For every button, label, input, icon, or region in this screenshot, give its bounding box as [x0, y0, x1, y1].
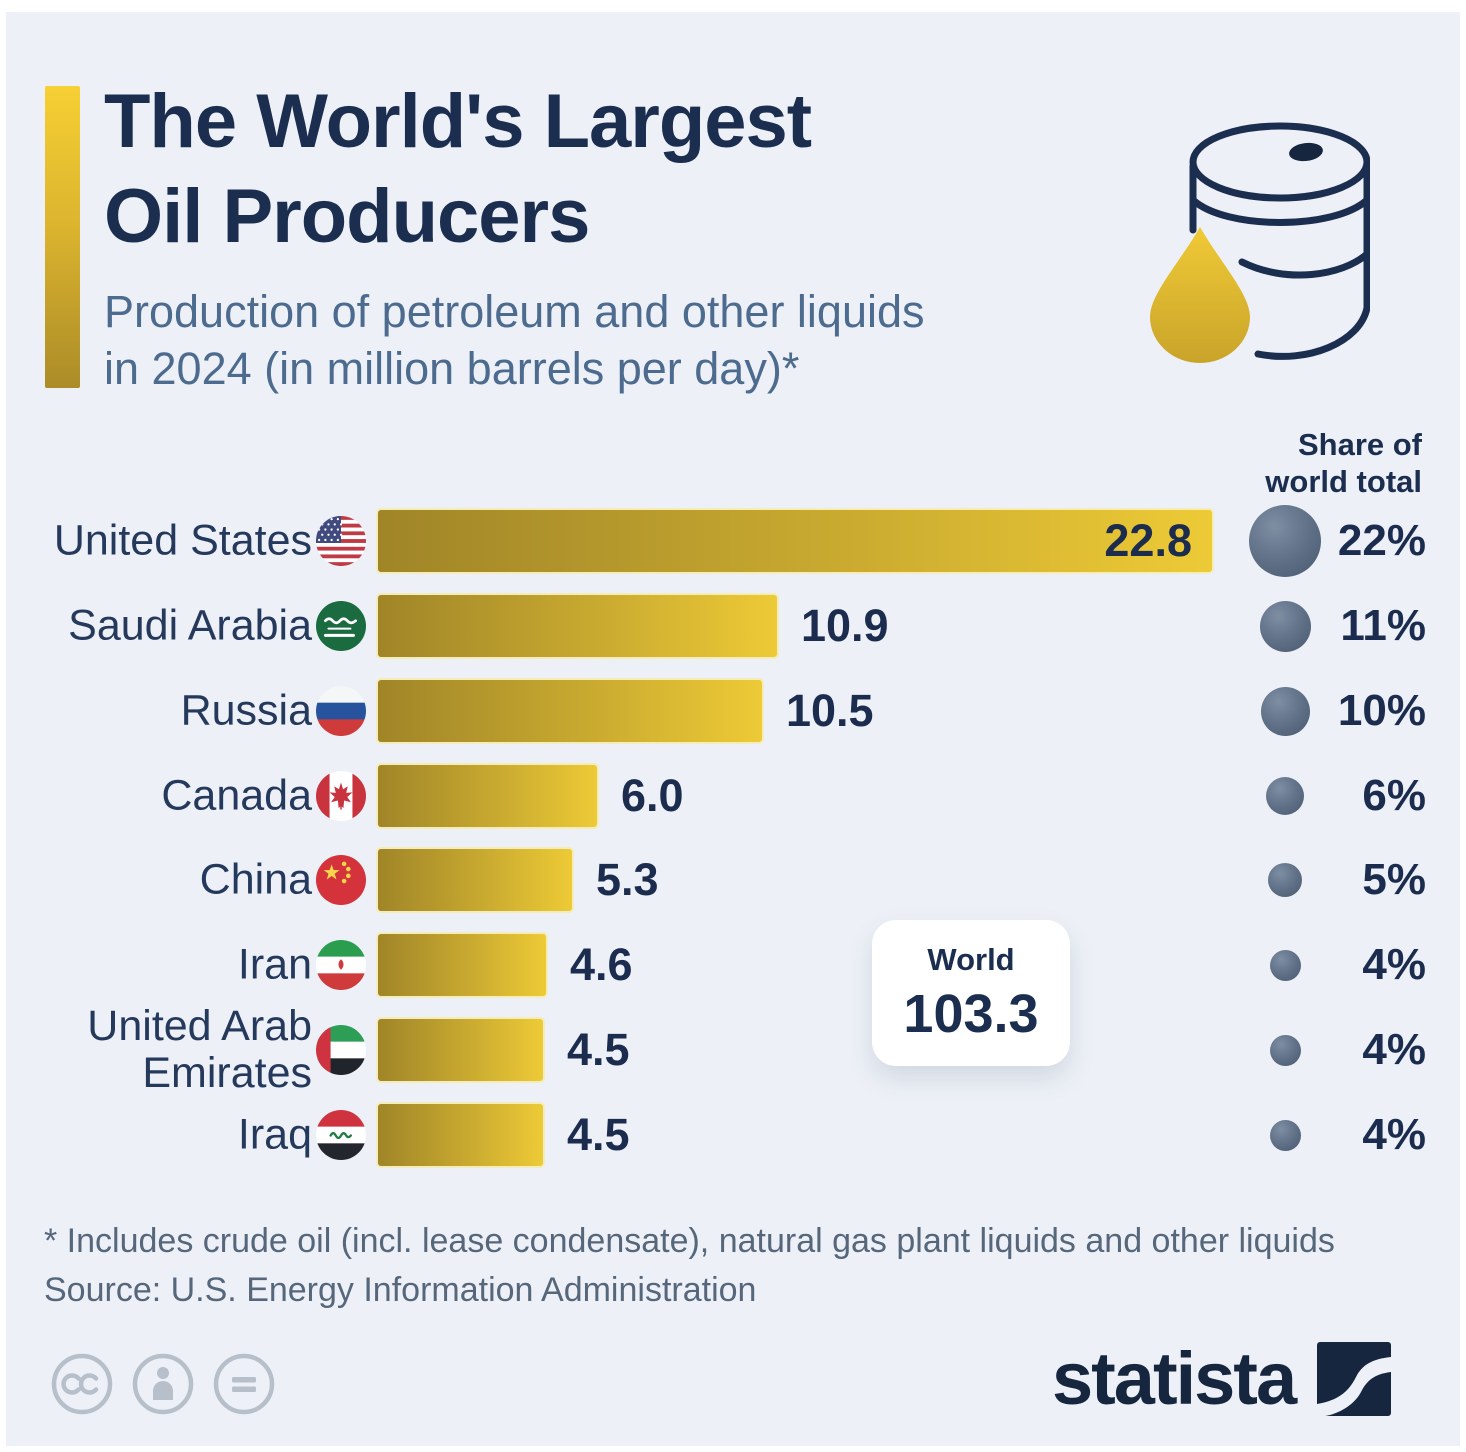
share-header-line-1: Share of — [1297, 427, 1422, 462]
statista-wordmark[interactable]: statista — [1052, 1337, 1297, 1420]
share-bubble — [1269, 949, 1301, 981]
country-label-cn: China — [199, 855, 312, 904]
page-title: The World's Largest Oil Producers — [104, 74, 812, 264]
production-bar-ca — [378, 765, 597, 827]
world-total-value: 103.3 — [903, 983, 1039, 1044]
share-bubble — [1269, 1119, 1301, 1151]
share-percent-label: 5% — [1362, 855, 1426, 904]
subtitle-line-2: in 2024 (in million barrels per day)* — [104, 343, 800, 394]
footnote-text: * Includes crude oil (incl. lease conden… — [44, 1222, 1335, 1260]
share-percent-label: 4% — [1362, 1025, 1426, 1074]
chart-row-us: United States 22.8 22% — [0, 505, 1466, 577]
share-bubble — [1249, 505, 1321, 577]
production-bar-ae — [378, 1019, 543, 1081]
sa-flag-icon — [316, 601, 366, 651]
country-label-ca: Canada — [161, 771, 312, 820]
share-header-line-2: world total — [1265, 464, 1422, 499]
production-bar-sa — [378, 595, 777, 657]
chart-row-cn: China 5.3 5% — [0, 849, 1466, 911]
subtitle-line-1: Production of petroleum and other liquid… — [104, 286, 925, 337]
country-label-ru: Russia — [180, 686, 312, 735]
ir-flag-icon — [316, 940, 366, 990]
title-accent-bar — [45, 86, 80, 388]
country-label-ir: Iran — [237, 940, 312, 989]
statista-logo-icon[interactable] — [1317, 1341, 1392, 1416]
production-bar-ru — [378, 680, 762, 742]
cc-attribution-icon[interactable] — [131, 1352, 195, 1416]
world-total-card: World 103.3 — [872, 920, 1070, 1066]
share-percent-label: 11% — [1340, 601, 1426, 650]
country-label-sa: Saudi Arabia — [68, 601, 312, 650]
share-percent-label: 4% — [1362, 1110, 1426, 1159]
production-bar-cn — [378, 849, 572, 911]
ca-flag-icon — [316, 771, 366, 821]
share-percent-label: 22% — [1337, 516, 1426, 565]
chart-row-ca: Canada 6.0 6% — [0, 765, 1466, 827]
share-column-header: Share of world total — [1265, 426, 1422, 500]
iq-flag-icon — [316, 1110, 366, 1160]
country-label-ae: United Arab Emirates — [87, 1002, 312, 1097]
ae-flag-icon — [316, 1025, 366, 1075]
title-line-1: The World's Largest — [104, 79, 812, 164]
us-flag-icon — [316, 516, 366, 566]
country-label-iq: Iraq — [237, 1110, 312, 1159]
cc-no-derivatives-icon[interactable] — [212, 1352, 276, 1416]
bar-value-label: 10.9 — [801, 600, 889, 651]
bar-value-label: 4.6 — [570, 939, 633, 990]
statista-branding[interactable]: statista — [1052, 1336, 1392, 1421]
chart-row-ir: Iran 4.6 4% — [0, 934, 1466, 996]
share-percent-label: 6% — [1362, 771, 1426, 820]
share-bubble — [1268, 863, 1302, 897]
share-bubble — [1266, 777, 1304, 815]
bar-value-label: 10.5 — [786, 685, 874, 736]
production-bar-iq — [378, 1104, 543, 1166]
chart-row-iq: Iraq 4.5 4% — [0, 1104, 1466, 1166]
chart-row-ae: United Arab Emirates 4.5 4% — [0, 1003, 1466, 1097]
barrel-bung-hole — [1289, 142, 1323, 162]
source-text: Source: U.S. Energy Information Administ… — [44, 1271, 757, 1309]
share-bubble — [1260, 686, 1310, 736]
cc-icon[interactable] — [50, 1352, 114, 1416]
share-bubble — [1259, 600, 1311, 652]
production-bar-us — [378, 510, 1212, 572]
share-bubble — [1269, 1034, 1301, 1066]
ru-flag-icon — [316, 686, 366, 736]
license-icons[interactable] — [50, 1352, 276, 1416]
cn-flag-icon — [316, 855, 366, 905]
production-bar-ir — [378, 934, 546, 996]
title-line-2: Oil Producers — [104, 174, 590, 259]
bar-value-label: 6.0 — [621, 770, 684, 821]
oil-droplet — [1150, 227, 1250, 363]
bar-value-label: 4.5 — [567, 1109, 630, 1160]
chart-row-sa: Saudi Arabia 10.9 11% — [0, 595, 1466, 657]
share-percent-label: 4% — [1362, 940, 1426, 989]
bar-value-label: 4.5 — [567, 1024, 630, 1075]
chart-row-ru: Russia 10.5 10% — [0, 680, 1466, 742]
bar-value-label: 5.3 — [596, 854, 659, 905]
share-percent-label: 10% — [1337, 686, 1426, 735]
chart-subtitle: Production of petroleum and other liquid… — [104, 283, 925, 397]
country-label-us: United States — [53, 516, 312, 565]
bar-value-label: 22.8 — [1104, 515, 1192, 566]
oil-barrel-icon — [1150, 122, 1370, 363]
world-total-label: World — [927, 941, 1015, 977]
